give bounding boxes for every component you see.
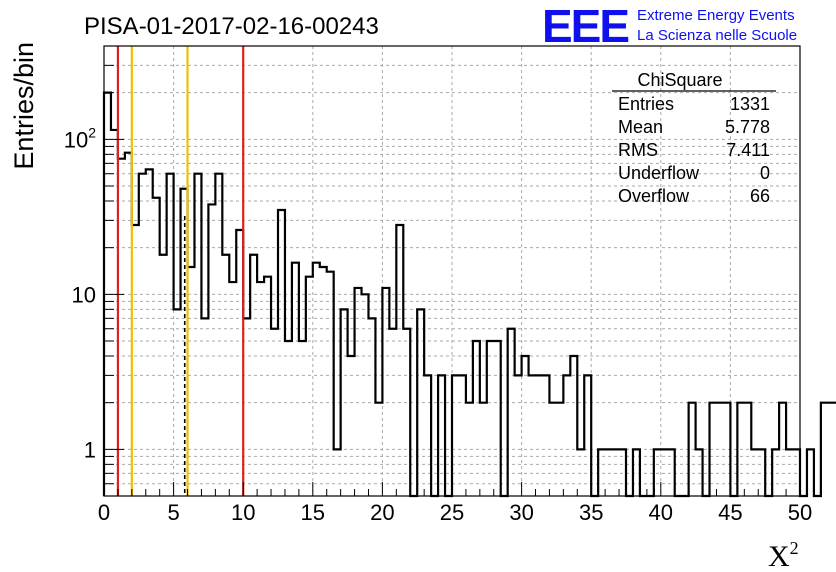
x-tick-label: 15 (301, 500, 325, 525)
y-tick-label: 102 (64, 124, 96, 152)
stats-row-label: Mean (618, 117, 663, 137)
stats-row-value: 1331 (730, 94, 770, 114)
histogram-bin (348, 356, 355, 496)
histogram-bin (389, 329, 396, 496)
x-tick-label: 5 (167, 500, 179, 525)
x-tick-label: 20 (370, 500, 394, 525)
histogram-bin (522, 356, 529, 496)
x-axis-label: X2 (768, 538, 799, 572)
histogram-bin (285, 341, 292, 496)
x-tick-label: 50 (788, 500, 812, 525)
y-axis-label: Entries/bin (9, 42, 39, 170)
x-tick-label: 0 (98, 500, 110, 525)
x-axis-label-superscript: 2 (790, 538, 799, 558)
histogram-bin (201, 318, 208, 496)
marker-lines (116, 46, 245, 496)
histogram-bin (299, 341, 306, 496)
histogram-bin (515, 375, 522, 496)
axis-ticks (103, 45, 801, 497)
org-name-line2: La Scienza nelle Scuole (637, 27, 797, 44)
org-name-line1: Extreme Energy Events (637, 7, 795, 24)
tick-labels: 0 5 10 15 20 25 30 35 40 45 50 1 10 102 (64, 124, 813, 525)
histogram-bin (362, 294, 369, 496)
stats-row-value: 0 (760, 163, 770, 183)
histogram-bin (146, 169, 153, 496)
y-tick-label: 1 (84, 437, 96, 462)
run-title: PISA-01-2017-02-16-00243 (84, 13, 379, 40)
stats-row-label: Overflow (618, 186, 690, 206)
histogram-bin (828, 403, 835, 496)
stats-row-label: Entries (618, 94, 674, 114)
histogram-bin (313, 263, 320, 496)
x-tick-label: 45 (718, 500, 742, 525)
histogram-bin (271, 329, 278, 496)
eee-logo: EEE (542, 0, 628, 52)
stats-box-title: ChiSquare (637, 70, 722, 90)
x-tick-label: 35 (579, 500, 603, 525)
stats-box: ChiSquare Entries 1331 Mean 5.778 RMS 7.411 Un… (612, 70, 776, 206)
histogram-bin (529, 375, 536, 496)
stats-row-value: 7.411 (726, 140, 770, 160)
x-tick-label: 25 (440, 500, 464, 525)
x-tick-label: 10 (231, 500, 255, 525)
stats-row-value: 66 (750, 186, 770, 206)
stats-box-rows: Entries 1331 Mean 5.778 RMS 7.411 Underflow 0 Ov… (618, 94, 770, 206)
stats-row-label: RMS (618, 140, 658, 160)
stats-row-value: 5.778 (725, 117, 770, 137)
y-tick-label: 10 (72, 282, 96, 307)
x-tick-label: 30 (509, 500, 533, 525)
histogram-bin (536, 375, 543, 496)
stats-row-label: Underflow (618, 163, 700, 183)
x-tick-label: 40 (649, 500, 673, 525)
